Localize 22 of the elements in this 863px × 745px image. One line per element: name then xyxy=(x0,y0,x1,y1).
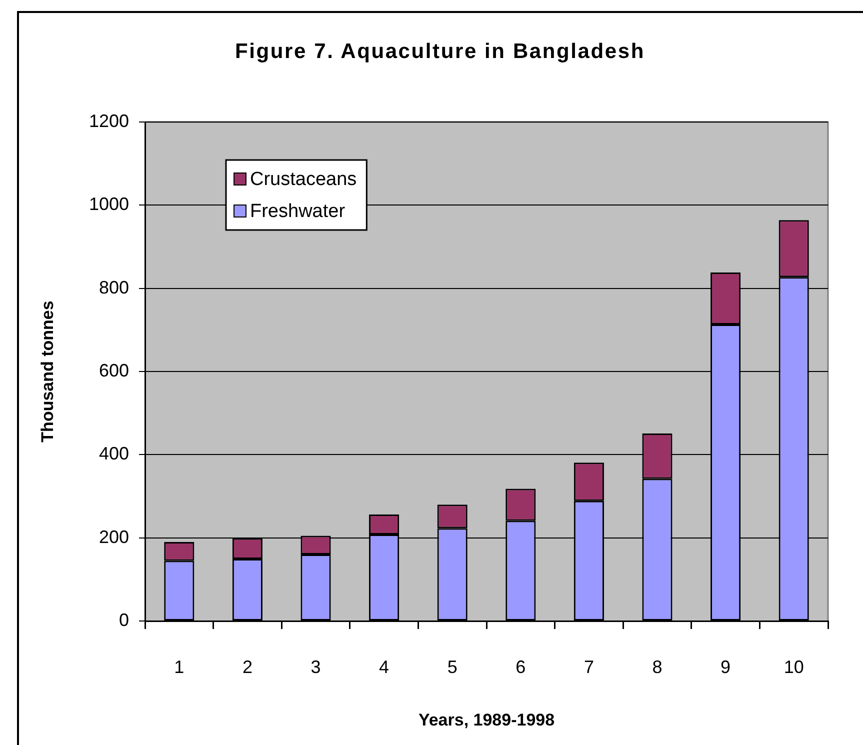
x-tick-label: 7 xyxy=(584,656,594,677)
y-tick-label: 400 xyxy=(98,444,129,464)
x-tick-label: 10 xyxy=(784,656,804,677)
y-tick-label: 800 xyxy=(98,277,129,298)
y-tick-label: 0 xyxy=(118,610,129,630)
x-tick-label: 8 xyxy=(652,656,662,677)
x-tick-label: 5 xyxy=(447,656,458,677)
y-tick-label: 600 xyxy=(98,360,129,380)
y-tick-label: 1200 xyxy=(88,110,129,131)
x-tick-label: 3 xyxy=(310,656,321,677)
x-tick-label: 4 xyxy=(379,656,390,677)
x-tick-label: 1 xyxy=(174,656,184,677)
x-axis-title: Years, 1989-1998 xyxy=(418,710,555,730)
x-tick-label: 9 xyxy=(720,656,731,677)
x-tick-label: 6 xyxy=(516,656,526,677)
y-tick-label: 1000 xyxy=(88,194,129,214)
y-tick-label: 200 xyxy=(98,526,129,547)
chart-title: Figure 7. Aquaculture in Bangladesh xyxy=(235,40,645,63)
legend-label: Crustaceans xyxy=(250,169,357,190)
legend-label: Freshwater xyxy=(250,201,346,222)
x-tick-label: 2 xyxy=(242,656,252,677)
y-axis-title: Thousand tonnes xyxy=(38,300,57,442)
